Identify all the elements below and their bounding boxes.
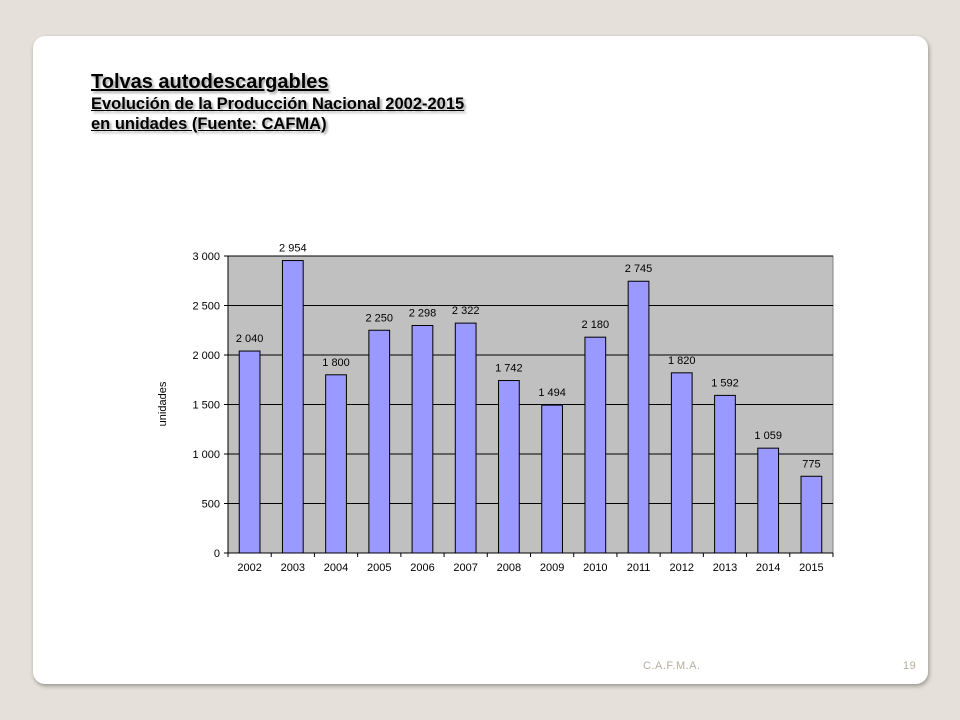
footer-label: C.A.F.M.A.: [643, 660, 701, 672]
y-tick-label: 2 000: [192, 350, 220, 362]
bar: [584, 336, 607, 554]
page-number: 19: [903, 660, 917, 672]
bar-value-label: 2 745: [625, 263, 653, 275]
y-axis-label: unidades: [157, 381, 169, 426]
y-tick-label: 2 500: [192, 301, 220, 313]
y-tick-label: 0: [214, 548, 220, 560]
bar: [670, 372, 693, 554]
x-tick-label: 2002: [237, 562, 261, 574]
x-tick-label: 2010: [583, 562, 607, 574]
bar-value-label: 775: [802, 458, 820, 470]
bar-value-label: 1 494: [538, 387, 566, 399]
y-tick-label: 1 500: [192, 400, 220, 412]
bar-value-label: 1 059: [754, 430, 782, 442]
bar: [714, 394, 736, 554]
bar: [238, 350, 261, 554]
bar-value-label: 2 180: [582, 319, 610, 331]
x-tick-label: 2003: [281, 562, 305, 574]
slide-subtitle: Evolución de la Producción Nacional 2002…: [91, 95, 465, 113]
y-tick-label: 500: [202, 499, 220, 511]
y-tick-label: 3 000: [192, 251, 220, 263]
bar: [454, 322, 477, 554]
x-tick-label: 2011: [627, 562, 651, 574]
x-tick-label: 2012: [670, 562, 694, 574]
bar-value-label: 2 322: [452, 305, 480, 317]
bar-value-label: 1 820: [668, 355, 696, 367]
y-tick-label: 1 000: [192, 449, 220, 461]
bar: [281, 260, 304, 554]
bar: [368, 329, 391, 554]
bar-value-label: 2 040: [236, 333, 264, 345]
bar: [800, 475, 823, 554]
x-tick-label: 2008: [497, 562, 521, 574]
title-block: Tolvas autodescargables Evolución de la …: [91, 70, 464, 134]
x-tick-label: 2005: [367, 562, 391, 574]
bar: [627, 280, 650, 554]
x-tick-label: 2004: [324, 562, 348, 574]
bar-value-label: 1 800: [322, 357, 350, 369]
bar: [498, 380, 520, 554]
slide-subtitle-units: en unidades (Fuente: CAFMA): [91, 115, 327, 133]
x-tick-label: 2009: [540, 562, 564, 574]
bar-value-label: 2 250: [365, 312, 393, 324]
bar-value-label: 2 298: [409, 307, 437, 319]
x-tick-label: 2013: [713, 562, 737, 574]
bar-value-label: 2 954: [279, 243, 307, 255]
x-tick-label: 2015: [799, 562, 823, 574]
slide-title: Tolvas autodescargables: [91, 71, 329, 93]
bar-value-label: 1 592: [711, 377, 739, 389]
x-tick-label: 2006: [410, 562, 434, 574]
bar: [411, 324, 434, 554]
bar: [325, 374, 347, 554]
bar: [757, 447, 780, 554]
bar-value-label: 1 742: [495, 363, 523, 375]
bar: [541, 404, 563, 554]
x-tick-label: 2007: [453, 562, 477, 574]
x-tick-label: 2014: [756, 562, 780, 574]
